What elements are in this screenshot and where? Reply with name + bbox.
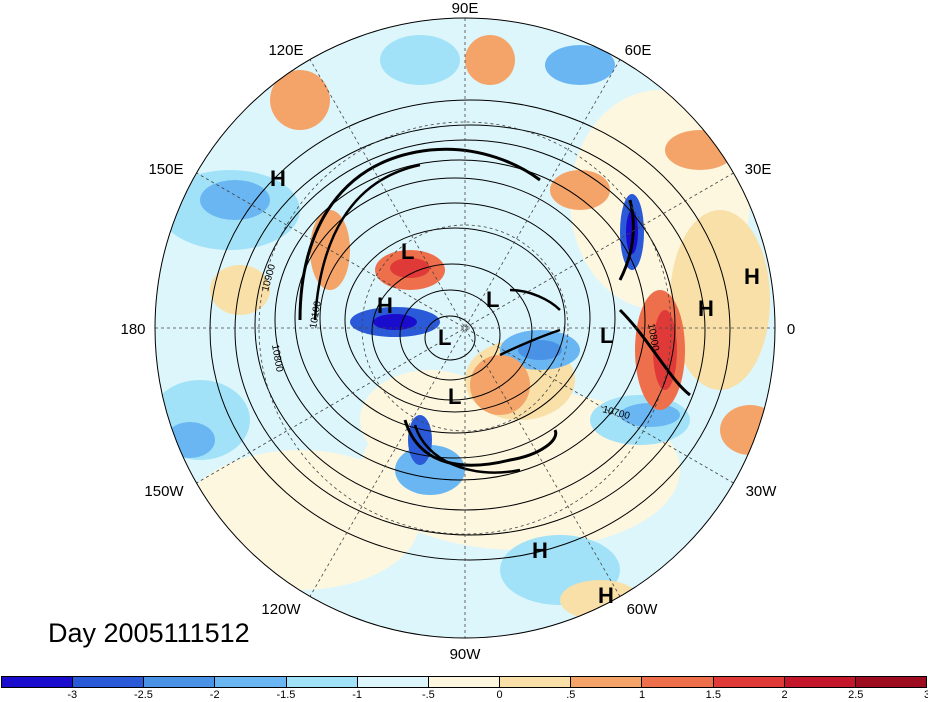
colorbar-swatch [855, 677, 927, 687]
colorbar-tick-label: 2 [781, 689, 788, 701]
contour-label: 10800 [269, 344, 285, 374]
colorbar-tick-label: -3 [67, 689, 78, 701]
colorbar-tick-label: 2.5 [848, 689, 864, 701]
colorbar-swatch [642, 677, 714, 687]
longitude-label: 0 [787, 321, 795, 338]
colorbar-swatch [73, 677, 145, 687]
colorbar-tick-label: 1 [639, 689, 646, 701]
colorbar-swatch [357, 677, 429, 687]
high-pressure-label: H [698, 296, 714, 321]
colorbar-tick-label: -1.5 [276, 689, 296, 701]
colorbar-swatch [215, 677, 287, 687]
longitude-label: 120W [261, 601, 301, 618]
longitude-label: 60W [627, 601, 659, 618]
longitude-label: 60E [625, 42, 652, 59]
colorbar-swatch [428, 677, 501, 687]
colorbar-swatch [144, 677, 216, 687]
longitude-label: 90E [452, 0, 479, 17]
high-pressure-label: H [598, 583, 614, 608]
map-boundary [154, 17, 776, 639]
colorbar-tick-label: -1 [352, 689, 363, 701]
colorbar-swatch [500, 677, 572, 687]
colorbar-tick-label: -.5 [421, 689, 435, 701]
graticule [155, 18, 775, 638]
colorbar-tick-label: -2 [209, 689, 220, 701]
low-pressure-label: L [438, 325, 451, 350]
colorbar [1, 676, 927, 688]
longitude-label: 150W [144, 483, 184, 500]
longitude-label: 180 [120, 321, 145, 338]
colorbar-tick-label: -2.5 [133, 689, 153, 701]
longitude-label: 30E [745, 161, 772, 178]
low-pressure-label: L [600, 323, 613, 348]
map-title: Day 2005111512 [48, 618, 250, 648]
contour-label: 10100 [308, 300, 324, 330]
colorbar-tick-label: .5 [566, 689, 576, 701]
colorbar-swatch [2, 677, 74, 687]
colorbar-swatch [784, 677, 856, 687]
high-pressure-label: H [532, 538, 548, 563]
low-pressure-label: L [448, 384, 461, 409]
colorbar-swatch [286, 677, 358, 687]
longitude-label: 90W [450, 646, 482, 663]
high-pressure-label: H [270, 166, 286, 191]
longitude-label: 150E [148, 161, 183, 178]
high-pressure-label: H [744, 264, 760, 289]
low-pressure-label: L [486, 287, 499, 312]
contour-label: 10800 [645, 323, 661, 353]
colorbar-tick-label: 1.5 [705, 689, 721, 701]
colorbar-swatch [713, 677, 785, 687]
height-contours [209, 99, 731, 561]
high-pressure-label: H [377, 293, 393, 318]
longitude-label: 30W [746, 483, 778, 500]
colorbar-tick-label: 0 [496, 689, 503, 701]
colorbar-tick-labels: -3 -2.5 -2 -1.5 -1 -.5 0 .5 1 1.5 2 2.5 3 [1, 689, 928, 702]
colorbar-tick-label: 3 [923, 689, 928, 701]
longitude-label: 120E [268, 42, 303, 59]
low-pressure-label: L [401, 239, 414, 264]
colorbar-swatch [571, 677, 643, 687]
